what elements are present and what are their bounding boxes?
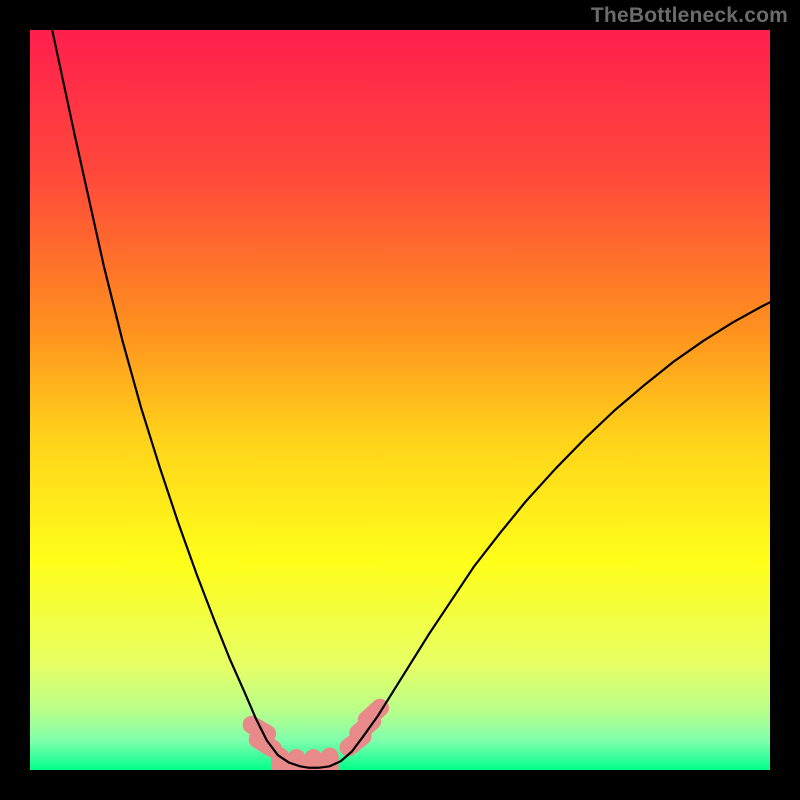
watermark-text: TheBottleneck.com <box>591 4 788 28</box>
chart-background <box>30 30 770 770</box>
chart-stage: TheBottleneck.com <box>0 0 800 800</box>
